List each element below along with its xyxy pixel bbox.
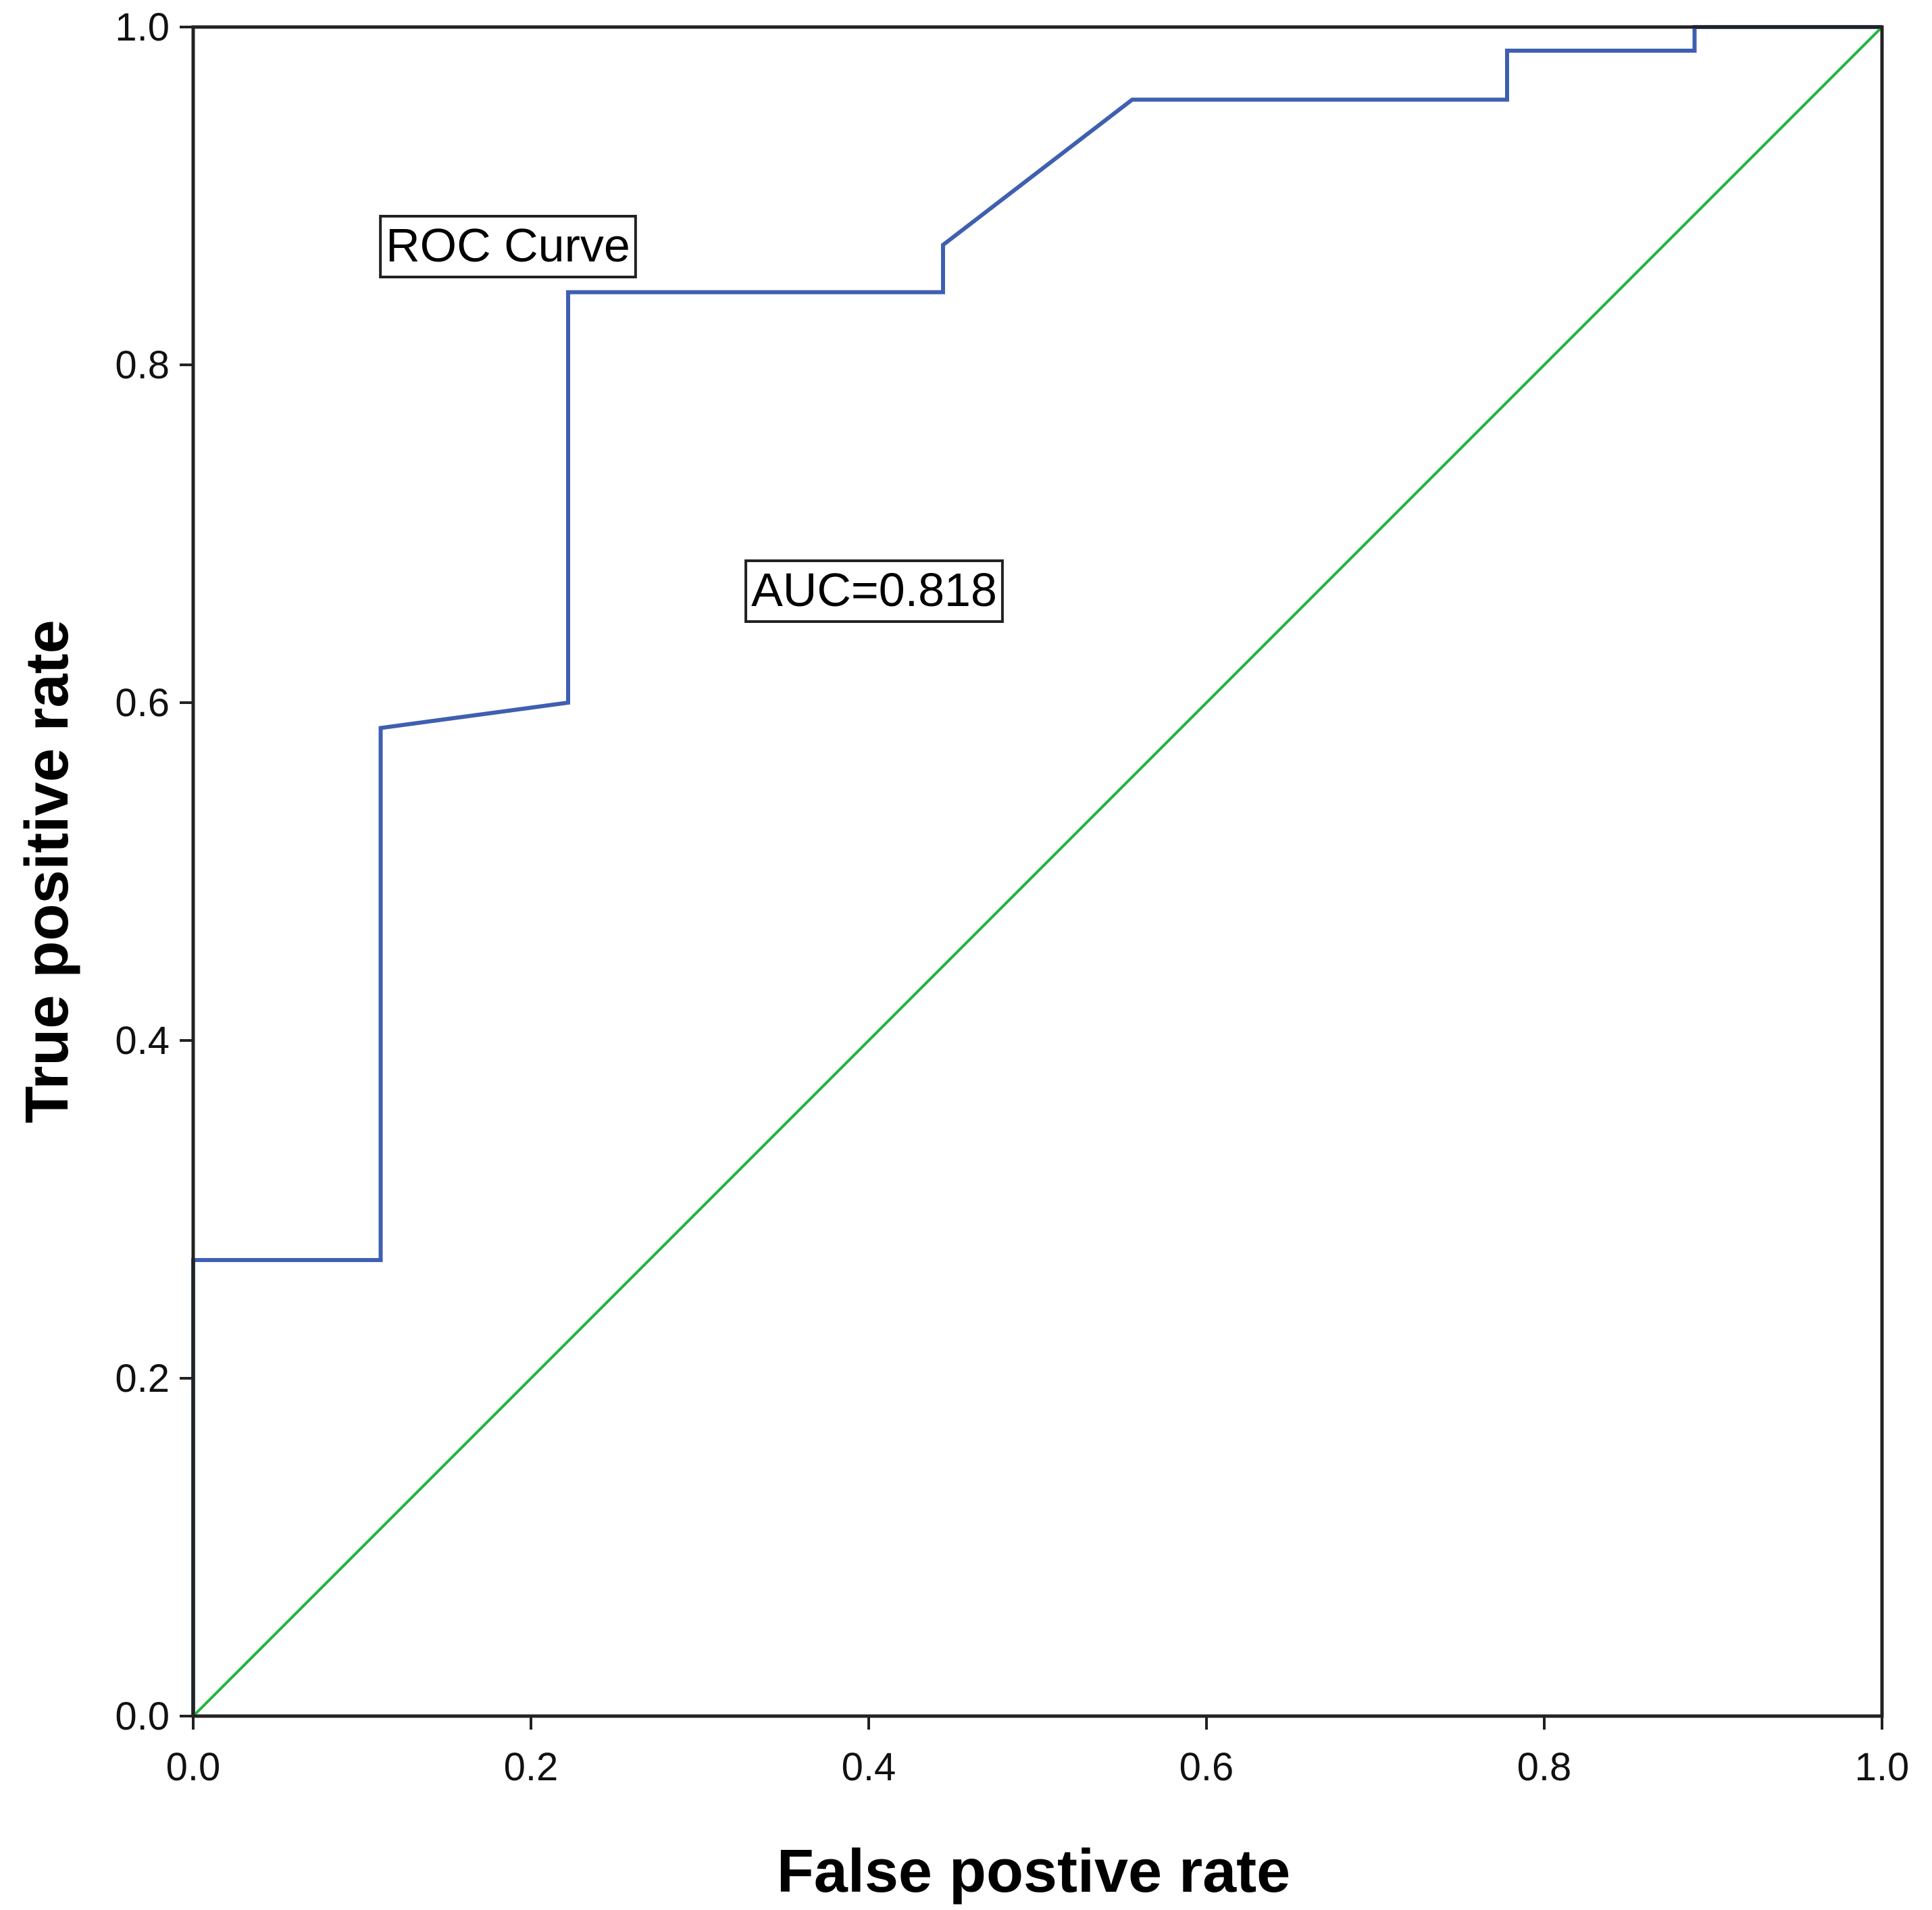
plot-frame	[191, 25, 1884, 1718]
roc-curve-label: ROC Curve	[386, 219, 630, 272]
annotations: ROC Curve AUC=0.818	[379, 215, 1004, 623]
y-tick-label: 1.0	[115, 5, 170, 49]
y-tick-label: 0.4	[115, 1019, 170, 1063]
roc-curve-line	[191, 25, 1882, 1716]
x-axis-ticks: 0.0 0.2 0.4 0.6 0.8 1.0	[166, 1716, 1910, 1789]
reference-diagonal-line	[192, 26, 1883, 1717]
x-axis-title: False postive rate	[777, 1838, 1290, 1905]
y-axis-ticks: 0.0 0.2 0.4 0.6 0.8 1.0	[115, 5, 193, 1738]
x-tick-label: 0.6	[1179, 1745, 1234, 1789]
x-tick-label: 0.2	[504, 1745, 559, 1789]
plot-series	[191, 25, 1883, 1717]
auc-label-box	[744, 559, 1004, 623]
y-tick-label: 0.0	[115, 1694, 170, 1738]
y-tick-label: 0.8	[115, 343, 170, 387]
y-tick-label: 0.6	[115, 681, 170, 725]
x-tick-label: 1.0	[1855, 1745, 1910, 1789]
auc-label: AUC=0.818	[751, 563, 997, 616]
x-tick-label: 0.8	[1517, 1745, 1572, 1789]
x-tick-label: 0.4	[842, 1745, 896, 1789]
y-tick-label: 0.2	[115, 1357, 170, 1401]
x-tick-label: 0.0	[166, 1745, 221, 1789]
roc-curve-label-box	[379, 215, 637, 278]
y-axis-title: True positive rate	[14, 620, 81, 1123]
